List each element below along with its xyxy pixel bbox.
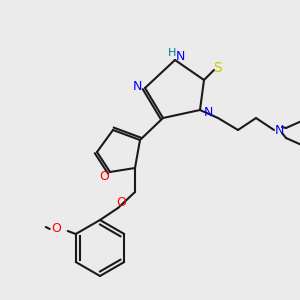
Text: S: S bbox=[214, 61, 222, 75]
Text: N: N bbox=[175, 50, 185, 64]
Text: N: N bbox=[132, 80, 142, 92]
Text: N: N bbox=[203, 106, 213, 118]
Text: H: H bbox=[168, 48, 176, 58]
Text: O: O bbox=[116, 196, 126, 209]
Text: O: O bbox=[51, 223, 61, 236]
Text: O: O bbox=[99, 170, 109, 184]
Text: N: N bbox=[274, 124, 284, 136]
